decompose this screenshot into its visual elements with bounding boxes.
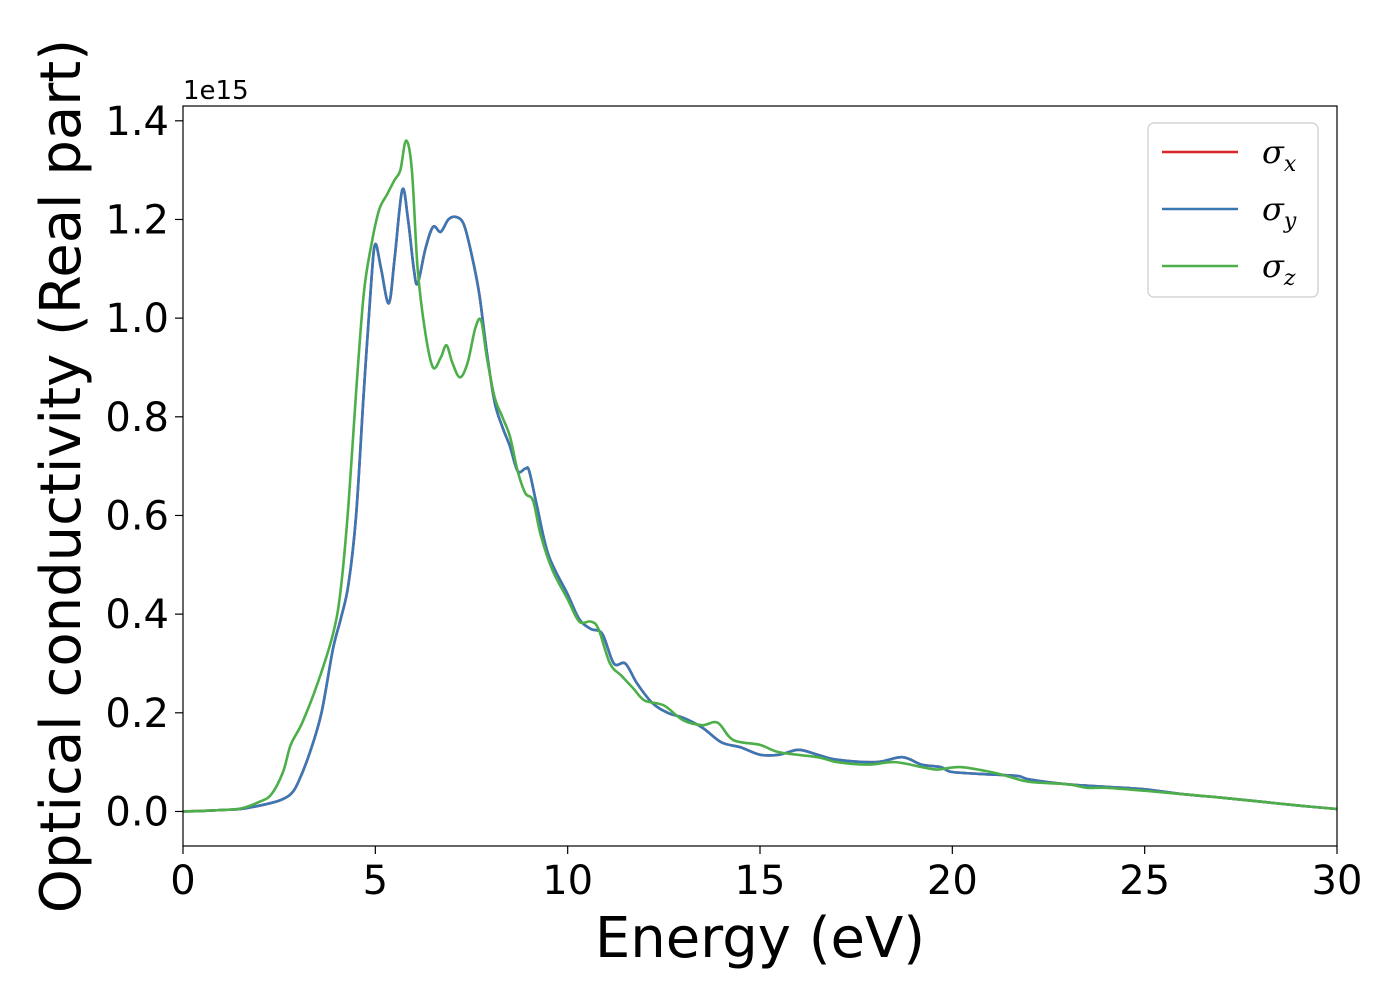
legend-label-z: σz bbox=[1262, 247, 1296, 291]
series-layer bbox=[182, 139, 1338, 813]
series-line-z bbox=[182, 139, 1338, 813]
y-tick-label: 1.2 bbox=[105, 197, 169, 243]
x-tick-label: 0 bbox=[170, 858, 195, 904]
x-tick-label: 30 bbox=[1312, 858, 1363, 904]
x-tick-label: 25 bbox=[1119, 858, 1170, 904]
y-tick-label: 1.0 bbox=[105, 296, 169, 342]
y-tick-label: 0.2 bbox=[105, 691, 169, 737]
legend: σx σy σz bbox=[1147, 122, 1319, 298]
y-axis-ticks: 0.0 0.2 0.4 0.6 0.8 1.0 1.2 1.4 bbox=[105, 99, 183, 835]
x-tick-label: 10 bbox=[542, 858, 593, 904]
legend-label-x: σx bbox=[1262, 133, 1297, 177]
x-tick-label: 20 bbox=[927, 858, 978, 904]
y-axis-label: Optical conductivity (Real part) bbox=[29, 39, 94, 913]
y-tick-label: 0.0 bbox=[105, 789, 169, 835]
series-line-y bbox=[182, 187, 1338, 813]
y-tick-label: 0.6 bbox=[105, 493, 169, 539]
x-axis-ticks: 0 5 10 15 20 25 30 bbox=[170, 846, 1362, 904]
legend-label-y: σy bbox=[1262, 190, 1297, 234]
x-tick-label: 15 bbox=[735, 858, 786, 904]
y-offset-label: 1e15 bbox=[183, 76, 249, 106]
x-axis-label: Energy (eV) bbox=[595, 906, 925, 971]
y-tick-label: 1.4 bbox=[105, 99, 169, 145]
y-tick-label: 0.4 bbox=[105, 592, 169, 638]
x-tick-label: 5 bbox=[363, 858, 388, 904]
y-tick-label: 0.8 bbox=[105, 395, 169, 441]
